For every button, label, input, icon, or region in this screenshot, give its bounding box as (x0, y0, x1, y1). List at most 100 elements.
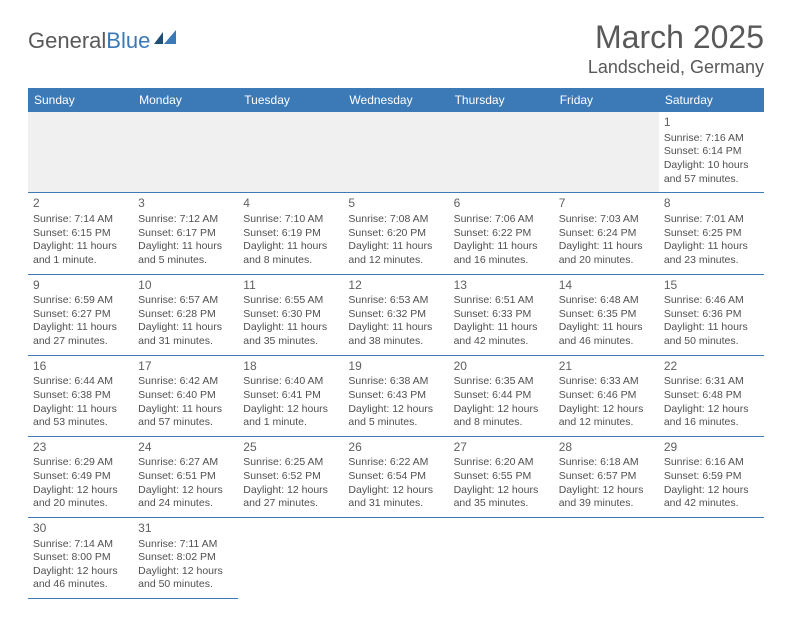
calendar-cell: 19Sunrise: 6:38 AMSunset: 6:43 PMDayligh… (343, 355, 448, 436)
day-number: 29 (664, 440, 759, 456)
sunset-text: Sunset: 8:00 PM (33, 551, 128, 565)
calendar-cell: 21Sunrise: 6:33 AMSunset: 6:46 PMDayligh… (554, 355, 659, 436)
sunset-text: Sunset: 8:02 PM (138, 551, 233, 565)
sunset-text: Sunset: 6:30 PM (243, 308, 338, 322)
calendar-cell: 11Sunrise: 6:55 AMSunset: 6:30 PMDayligh… (238, 274, 343, 355)
day-number: 18 (243, 359, 338, 375)
calendar-cell (659, 517, 764, 598)
daylight-text: Daylight: 11 hours and 50 minutes. (664, 321, 759, 348)
sunset-text: Sunset: 6:32 PM (348, 308, 443, 322)
sunrise-text: Sunrise: 6:33 AM (559, 375, 654, 389)
sunset-text: Sunset: 6:51 PM (138, 470, 233, 484)
calendar-cell (343, 112, 448, 193)
daylight-text: Daylight: 11 hours and 46 minutes. (559, 321, 654, 348)
sunrise-text: Sunrise: 6:59 AM (33, 294, 128, 308)
calendar-cell: 15Sunrise: 6:46 AMSunset: 6:36 PMDayligh… (659, 274, 764, 355)
sunset-text: Sunset: 6:48 PM (664, 389, 759, 403)
daylight-text: Daylight: 11 hours and 42 minutes. (454, 321, 549, 348)
calendar-cell: 27Sunrise: 6:20 AMSunset: 6:55 PMDayligh… (449, 436, 554, 517)
calendar-page: GeneralBlue March 2025 Landscheid, Germa… (0, 0, 792, 619)
calendar-week-row: 23Sunrise: 6:29 AMSunset: 6:49 PMDayligh… (28, 436, 764, 517)
day-number: 31 (138, 521, 233, 537)
day-number: 30 (33, 521, 128, 537)
sunset-text: Sunset: 6:35 PM (559, 308, 654, 322)
sunset-text: Sunset: 6:43 PM (348, 389, 443, 403)
sunset-text: Sunset: 6:27 PM (33, 308, 128, 322)
sunset-text: Sunset: 6:33 PM (454, 308, 549, 322)
calendar-cell: 9Sunrise: 6:59 AMSunset: 6:27 PMDaylight… (28, 274, 133, 355)
flag-icon (154, 30, 180, 53)
daylight-text: Daylight: 12 hours and 20 minutes. (33, 484, 128, 511)
sunrise-text: Sunrise: 6:35 AM (454, 375, 549, 389)
calendar-cell: 1Sunrise: 7:16 AMSunset: 6:14 PMDaylight… (659, 112, 764, 193)
calendar-cell (343, 517, 448, 598)
daylight-text: Daylight: 11 hours and 31 minutes. (138, 321, 233, 348)
calendar-week-row: 30Sunrise: 7:14 AMSunset: 8:00 PMDayligh… (28, 517, 764, 598)
sunrise-text: Sunrise: 7:14 AM (33, 538, 128, 552)
calendar-cell (133, 112, 238, 193)
sunrise-text: Sunrise: 6:40 AM (243, 375, 338, 389)
sunrise-text: Sunrise: 7:01 AM (664, 213, 759, 227)
calendar-cell (554, 517, 659, 598)
day-number: 3 (138, 196, 233, 212)
sunrise-text: Sunrise: 7:06 AM (454, 213, 549, 227)
sunrise-text: Sunrise: 6:42 AM (138, 375, 233, 389)
calendar-cell: 30Sunrise: 7:14 AMSunset: 8:00 PMDayligh… (28, 517, 133, 598)
calendar-cell: 28Sunrise: 6:18 AMSunset: 6:57 PMDayligh… (554, 436, 659, 517)
daylight-text: Daylight: 12 hours and 24 minutes. (138, 484, 233, 511)
calendar-cell: 25Sunrise: 6:25 AMSunset: 6:52 PMDayligh… (238, 436, 343, 517)
daylight-text: Daylight: 11 hours and 57 minutes. (138, 403, 233, 430)
sunrise-text: Sunrise: 7:12 AM (138, 213, 233, 227)
day-number: 16 (33, 359, 128, 375)
day-number: 5 (348, 196, 443, 212)
sunrise-text: Sunrise: 7:10 AM (243, 213, 338, 227)
sunrise-text: Sunrise: 6:53 AM (348, 294, 443, 308)
calendar-cell (449, 112, 554, 193)
sunrise-text: Sunrise: 6:55 AM (243, 294, 338, 308)
sunrise-text: Sunrise: 6:29 AM (33, 456, 128, 470)
sunset-text: Sunset: 6:20 PM (348, 227, 443, 241)
sunset-text: Sunset: 6:22 PM (454, 227, 549, 241)
calendar-cell: 6Sunrise: 7:06 AMSunset: 6:22 PMDaylight… (449, 193, 554, 274)
daylight-text: Daylight: 11 hours and 8 minutes. (243, 240, 338, 267)
sunset-text: Sunset: 6:38 PM (33, 389, 128, 403)
calendar-cell: 12Sunrise: 6:53 AMSunset: 6:32 PMDayligh… (343, 274, 448, 355)
calendar-cell: 29Sunrise: 6:16 AMSunset: 6:59 PMDayligh… (659, 436, 764, 517)
day-number: 20 (454, 359, 549, 375)
sunset-text: Sunset: 6:24 PM (559, 227, 654, 241)
day-number: 10 (138, 278, 233, 294)
sunset-text: Sunset: 6:44 PM (454, 389, 549, 403)
weekday-header: Saturday (659, 88, 764, 112)
sunrise-text: Sunrise: 7:14 AM (33, 213, 128, 227)
daylight-text: Daylight: 11 hours and 53 minutes. (33, 403, 128, 430)
sunrise-text: Sunrise: 6:31 AM (664, 375, 759, 389)
day-number: 26 (348, 440, 443, 456)
sunset-text: Sunset: 6:55 PM (454, 470, 549, 484)
weekday-header: Wednesday (343, 88, 448, 112)
day-number: 7 (559, 196, 654, 212)
calendar-cell: 16Sunrise: 6:44 AMSunset: 6:38 PMDayligh… (28, 355, 133, 436)
daylight-text: Daylight: 12 hours and 50 minutes. (138, 565, 233, 592)
sunset-text: Sunset: 6:57 PM (559, 470, 654, 484)
daylight-text: Daylight: 12 hours and 16 minutes. (664, 403, 759, 430)
calendar-cell: 3Sunrise: 7:12 AMSunset: 6:17 PMDaylight… (133, 193, 238, 274)
daylight-text: Daylight: 11 hours and 35 minutes. (243, 321, 338, 348)
sunrise-text: Sunrise: 6:20 AM (454, 456, 549, 470)
sunrise-text: Sunrise: 6:57 AM (138, 294, 233, 308)
day-number: 9 (33, 278, 128, 294)
calendar-cell: 5Sunrise: 7:08 AMSunset: 6:20 PMDaylight… (343, 193, 448, 274)
daylight-text: Daylight: 11 hours and 16 minutes. (454, 240, 549, 267)
daylight-text: Daylight: 11 hours and 12 minutes. (348, 240, 443, 267)
sunset-text: Sunset: 6:40 PM (138, 389, 233, 403)
daylight-text: Daylight: 12 hours and 46 minutes. (33, 565, 128, 592)
daylight-text: Daylight: 12 hours and 1 minute. (243, 403, 338, 430)
header: GeneralBlue March 2025 Landscheid, Germa… (28, 20, 764, 78)
day-number: 11 (243, 278, 338, 294)
daylight-text: Daylight: 11 hours and 1 minute. (33, 240, 128, 267)
day-number: 4 (243, 196, 338, 212)
sunset-text: Sunset: 6:54 PM (348, 470, 443, 484)
daylight-text: Daylight: 12 hours and 5 minutes. (348, 403, 443, 430)
calendar-cell (554, 112, 659, 193)
day-number: 28 (559, 440, 654, 456)
daylight-text: Daylight: 10 hours and 57 minutes. (664, 159, 759, 186)
